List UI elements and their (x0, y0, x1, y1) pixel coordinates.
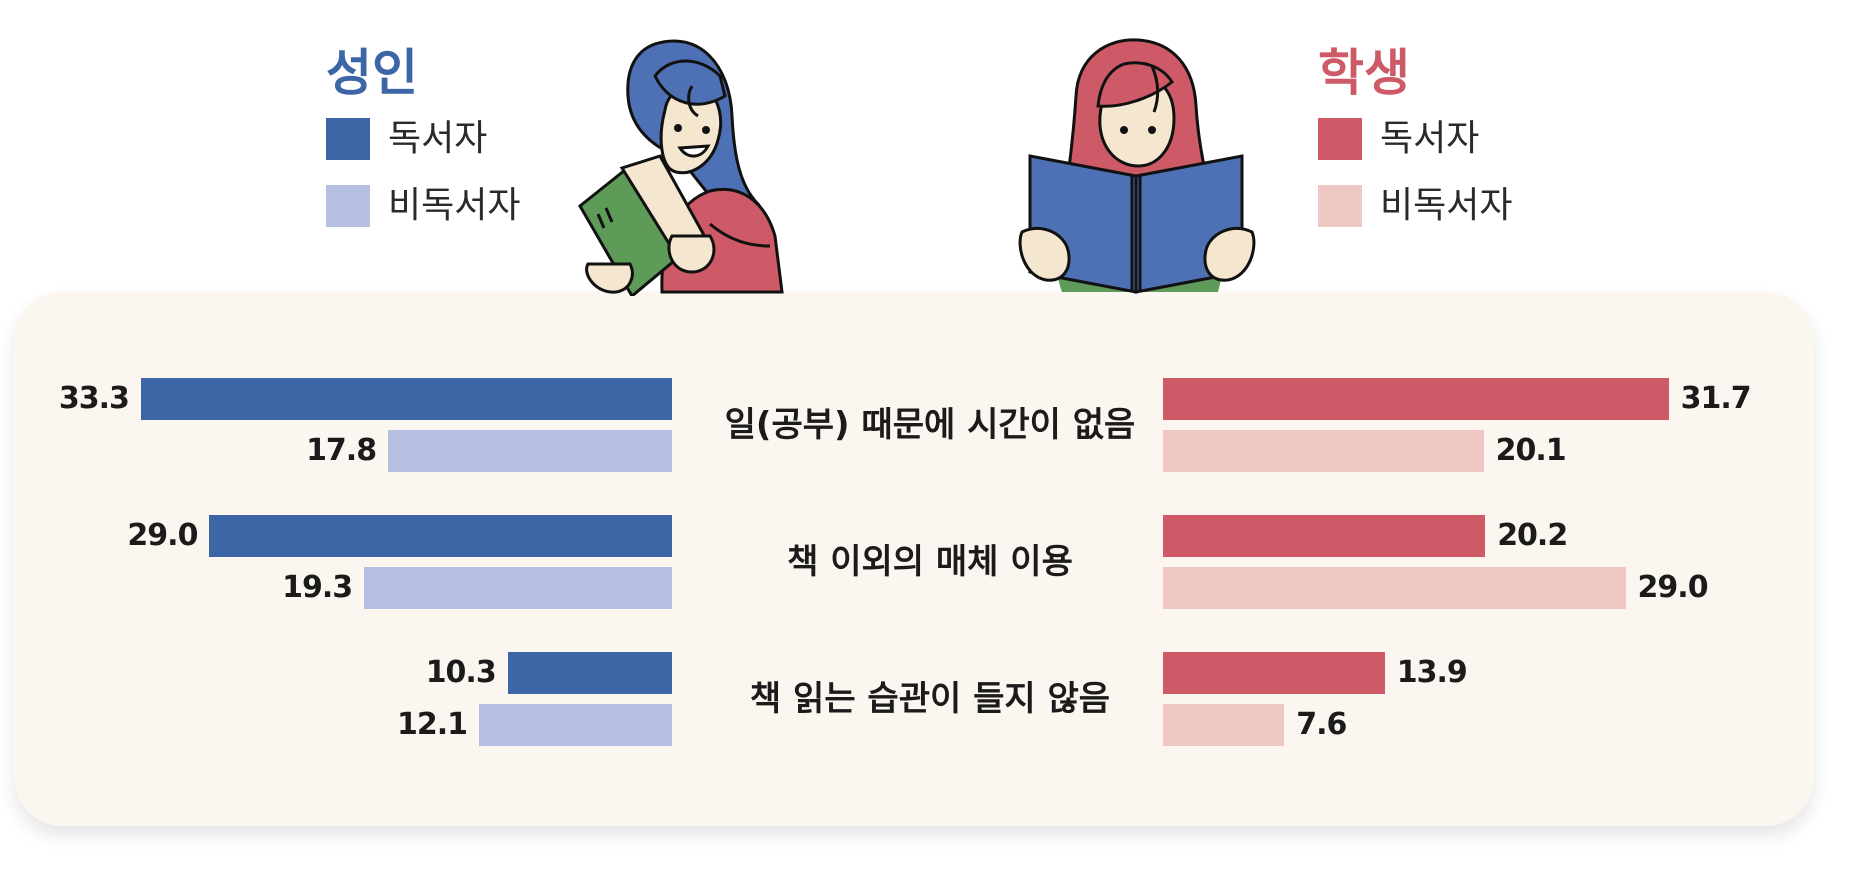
category-label: 책 이외의 매체 이용 (787, 542, 1073, 582)
category-label: 책 읽는 습관이 들지 않음 (749, 679, 1111, 719)
bar-left-reader (507, 652, 672, 694)
legend-label-student-reader: 독서자 (1380, 118, 1480, 159)
bar-left-nonreader (479, 704, 672, 746)
bar-right-reader (1163, 652, 1385, 694)
value-label: 12.1 (396, 707, 468, 742)
legend-label-adult-nonreader: 비독서자 (388, 185, 521, 226)
legend-item-adult-nonreader: 비독서자 (326, 185, 520, 227)
legend-swatch-student-reader (1318, 118, 1362, 160)
legend-swatch-student-nonreader (1318, 185, 1362, 227)
value-label: 33.3 (58, 381, 130, 416)
legend-swatch-adult-nonreader (326, 185, 370, 227)
bar-right-reader (1163, 515, 1486, 557)
value-label: 20.2 (1497, 518, 1568, 553)
bar-left-reader (140, 378, 672, 420)
bar-left-nonreader (364, 567, 672, 609)
category-label: 일(공부) 때문에 시간이 없음 (724, 405, 1136, 445)
legend-title-adult: 성인 (326, 44, 418, 102)
legend-label-adult-reader: 독서자 (388, 118, 488, 159)
bar-right-nonreader (1163, 567, 1626, 609)
bar-right-nonreader (1163, 430, 1484, 472)
value-label: 29.0 (127, 518, 198, 553)
legend-label-student-nonreader: 비독서자 (1380, 185, 1513, 226)
value-label: 10.3 (425, 655, 497, 690)
legend-swatch-adult-reader (326, 118, 370, 160)
person-reading-blue-book-icon (1018, 38, 1256, 294)
value-label: 31.7 (1680, 381, 1752, 416)
value-label: 13.9 (1396, 655, 1468, 690)
bar-right-reader (1163, 378, 1669, 420)
bar-left-reader (209, 515, 672, 557)
value-label: 29.0 (1637, 570, 1709, 605)
legend-title-student: 학생 (1318, 44, 1410, 102)
value-label: 19.3 (282, 570, 353, 605)
bar-left-nonreader (388, 430, 672, 472)
legend-item-student-reader: 독서자 (1318, 118, 1479, 160)
bar-right-nonreader (1163, 704, 1285, 746)
legend-item-student-nonreader: 비독서자 (1318, 185, 1512, 227)
legend-item-adult-reader: 독서자 (326, 118, 487, 160)
value-label: 7.6 (1296, 707, 1347, 742)
value-label: 17.8 (306, 433, 377, 468)
value-label: 20.1 (1495, 433, 1567, 468)
person-reading-green-book-icon (578, 39, 784, 296)
